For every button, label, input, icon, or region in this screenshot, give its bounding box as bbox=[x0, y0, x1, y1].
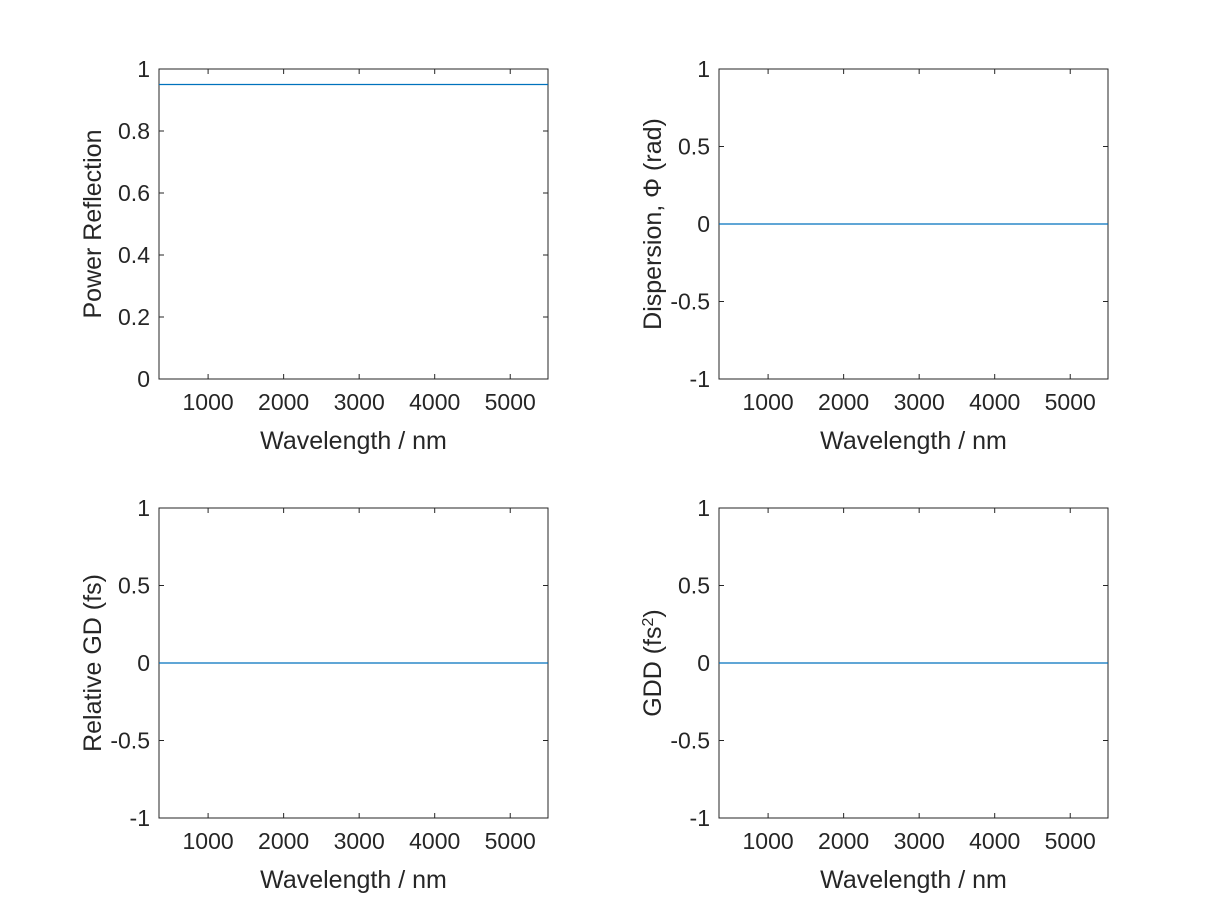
y-tick-label: 0 bbox=[137, 650, 150, 676]
y-tick-label: 0.5 bbox=[678, 573, 710, 599]
y-tick-label: -1 bbox=[130, 805, 150, 831]
y-tick-label: -1 bbox=[690, 805, 710, 831]
x-tick-label: 2000 bbox=[258, 828, 309, 854]
y-tick-label: 0 bbox=[697, 211, 710, 237]
y-axis-label-superscript: 2 bbox=[640, 617, 657, 626]
x-axis-label: Wavelength / nm bbox=[820, 427, 1007, 455]
x-tick-label: 4000 bbox=[409, 828, 460, 854]
y-axis-label-suffix: ) bbox=[639, 609, 667, 617]
y-axis-label: Dispersion, Φ (rad) bbox=[639, 118, 667, 330]
x-tick-label: 4000 bbox=[409, 389, 460, 415]
x-tick-label: 5000 bbox=[1045, 389, 1096, 415]
x-tick-label: 1000 bbox=[183, 828, 234, 854]
x-axis-label: Wavelength / nm bbox=[260, 866, 447, 894]
x-tick-label: 2000 bbox=[258, 389, 309, 415]
y-tick-label: -0.5 bbox=[110, 728, 150, 754]
y-tick-label: 0.2 bbox=[118, 304, 150, 330]
y-tick-label: 0.6 bbox=[118, 180, 150, 206]
y-tick-label: 0 bbox=[697, 650, 710, 676]
x-axis-label: Wavelength / nm bbox=[260, 427, 447, 455]
x-tick-label: 2000 bbox=[818, 828, 869, 854]
y-tick-label: 0.5 bbox=[678, 134, 710, 160]
x-tick-label: 2000 bbox=[818, 389, 869, 415]
y-tick-label: -0.5 bbox=[670, 289, 710, 315]
y-tick-label: -1 bbox=[690, 366, 710, 392]
x-tick-label: 3000 bbox=[334, 389, 385, 415]
y-tick-label: 0.5 bbox=[118, 573, 150, 599]
x-tick-label: 5000 bbox=[485, 828, 536, 854]
axes-box bbox=[158, 68, 549, 380]
chart-panel-2: 1000 2000 3000 4000 5000 -1 -0.5 0 0.5 1 Wavelengt… bbox=[639, 56, 1109, 455]
x-tick-label: 4000 bbox=[969, 828, 1020, 854]
x-axis-label: Wavelength / nm bbox=[820, 866, 1007, 894]
y-tick-label: 1 bbox=[137, 56, 150, 82]
y-axis-label-text: Power Reflection bbox=[79, 130, 107, 319]
y-axis-label-text: GDD (fs bbox=[639, 626, 667, 716]
y-axis-label: Power Reflection bbox=[79, 130, 107, 319]
x-tick-label: 1000 bbox=[743, 389, 794, 415]
y-axis-label: Relative GD (fs) bbox=[79, 574, 107, 752]
y-tick-label: -0.5 bbox=[670, 728, 710, 754]
x-tick-label: 4000 bbox=[969, 389, 1020, 415]
y-tick-label: 1 bbox=[697, 495, 710, 521]
x-tick-label: 1000 bbox=[743, 828, 794, 854]
y-axis-label-text: Relative GD (fs) bbox=[79, 574, 107, 752]
y-tick-label: 1 bbox=[137, 495, 150, 521]
x-tick-label: 3000 bbox=[894, 828, 945, 854]
x-tick-label: 3000 bbox=[894, 389, 945, 415]
chart-panel-4: 1000 2000 3000 4000 5000 -1 -0.5 0 0.5 1 Wavelengt… bbox=[639, 495, 1109, 894]
y-tick-label: 0 bbox=[137, 366, 150, 392]
chart-panel-3: 1000 2000 3000 4000 5000 -1 -0.5 0 0.5 1 Wavelengt… bbox=[79, 495, 549, 894]
chart-panel-1: 1000 2000 3000 4000 5000 0 0.2 0.4 0.6 0.8 1 Wavele… bbox=[79, 56, 549, 455]
y-axis-label-text: Dispersion, Φ (rad) bbox=[639, 118, 667, 330]
x-tick-label: 5000 bbox=[485, 389, 536, 415]
y-axis-label: GDD (fs2) bbox=[639, 609, 667, 717]
y-tick-label: 0.8 bbox=[118, 118, 150, 144]
x-tick-label: 3000 bbox=[334, 828, 385, 854]
y-tick-label: 1 bbox=[697, 56, 710, 82]
x-tick-label: 1000 bbox=[183, 389, 234, 415]
x-tick-label: 5000 bbox=[1045, 828, 1096, 854]
y-tick-label: 0.4 bbox=[118, 242, 150, 268]
